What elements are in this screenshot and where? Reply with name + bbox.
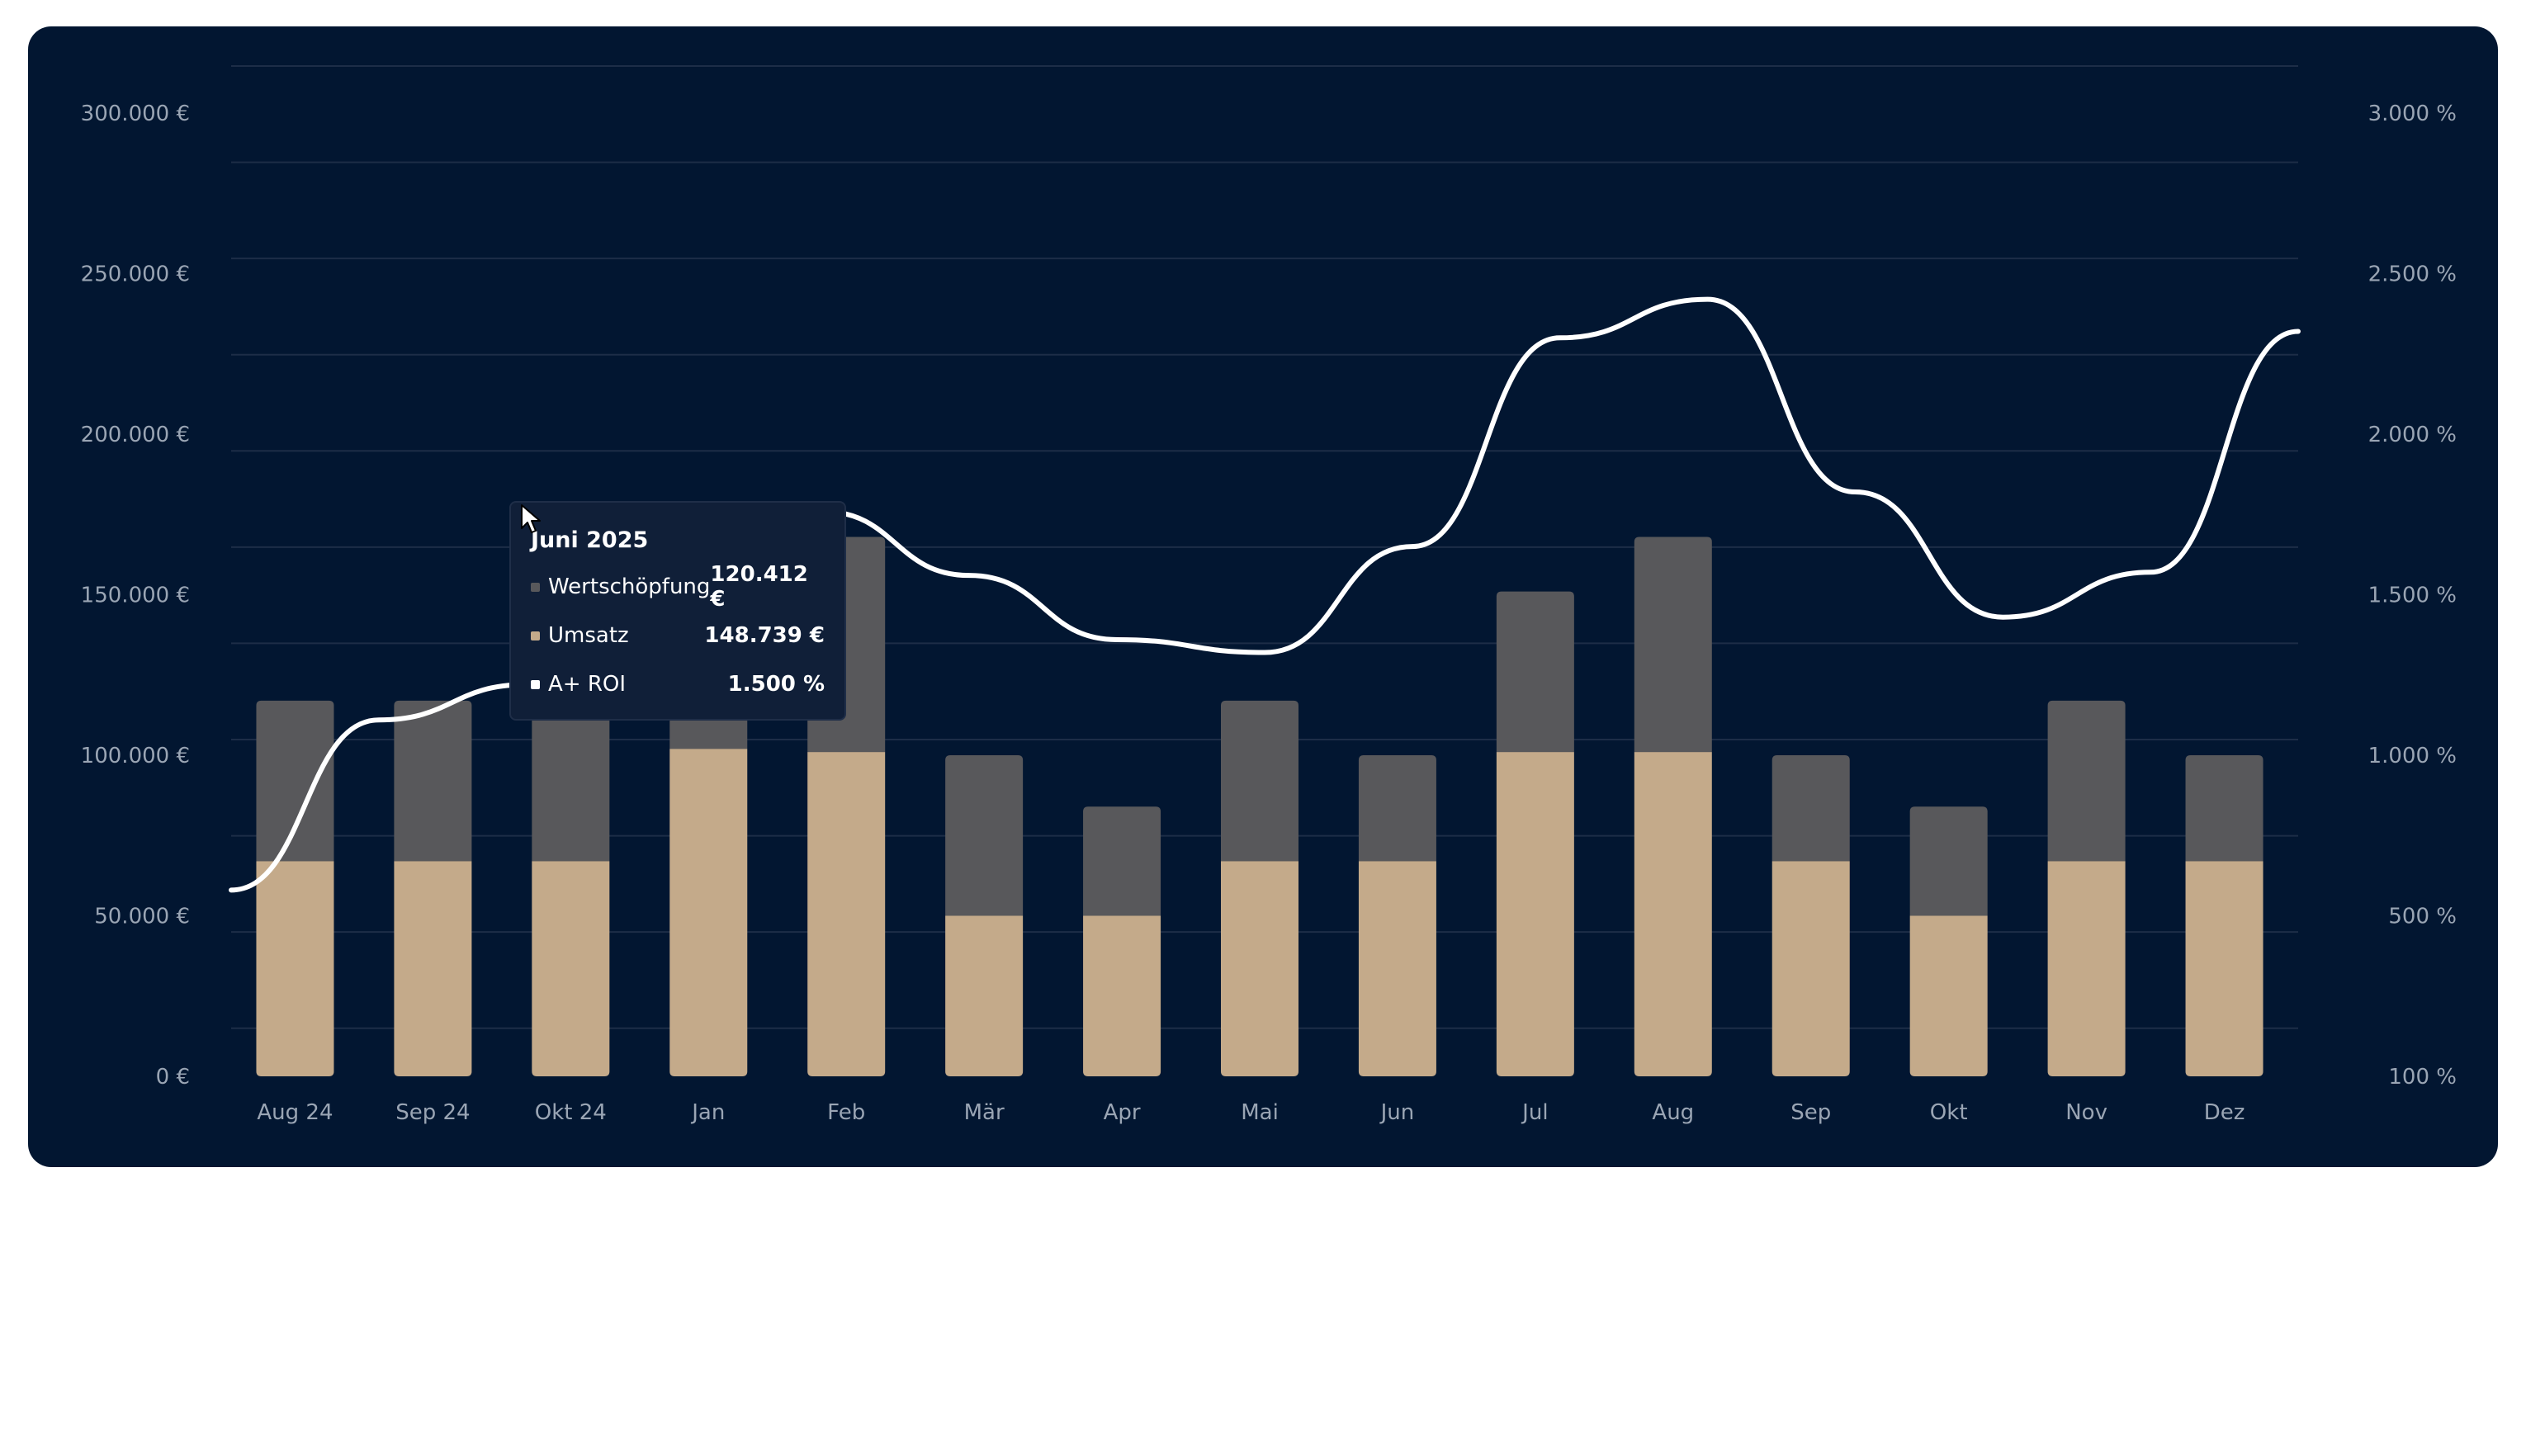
bar-umsatz [1358, 861, 1436, 1076]
y-right-tick-label: 2.500 % [2368, 262, 2457, 287]
tooltip-label: Wertschöpfung [548, 574, 711, 599]
bar-umsatz [1772, 861, 1850, 1076]
bar-umsatz [1083, 915, 1161, 1076]
combo-chart: 0 € 50.000 € 100.000 € 150.000 € 200.000 € 25… [81, 65, 2457, 1125]
y-right-tick-label: 1.500 % [2368, 584, 2457, 608]
y-left-tick-label: 300.000 € [81, 102, 190, 126]
y-left-tick-label: 150.000 € [81, 584, 190, 608]
bar-umsatz [394, 861, 472, 1076]
bar-umsatz [669, 749, 748, 1076]
bar-umsatz [1221, 861, 1298, 1076]
bar-umsatz [807, 752, 886, 1076]
tooltip-label: A+ ROI [548, 672, 627, 697]
bar-wertschoepfung [1221, 700, 1298, 862]
bar-wertschoepfung [945, 755, 1024, 916]
tooltip-swatch-umsatz [531, 631, 540, 641]
x-tick-label: Mär [964, 1100, 1005, 1125]
bar-wertschoepfung [1358, 755, 1436, 862]
tooltip-title: Juni 2025 [531, 527, 649, 553]
y-right-tick-label: 1.000 % [2368, 744, 2457, 768]
y-right-tick-label: 100 % [2388, 1065, 2457, 1090]
chart-card: 0 € 50.000 € 100.000 € 150.000 € 200.000 € 25… [28, 26, 2498, 1167]
x-tick-label: Jan [690, 1100, 725, 1125]
x-tick-label: Feb [827, 1100, 865, 1125]
tooltip-value: 148.739 € [704, 623, 825, 648]
x-tick-label: Aug [1652, 1100, 1694, 1125]
y-left-tick-label: 100.000 € [81, 744, 190, 768]
y-left-tick-label: 250.000 € [81, 262, 190, 287]
tooltip-row-umsatz: Umsatz 148.739 € [531, 621, 825, 650]
bar-wertschoepfung [1772, 755, 1850, 862]
tooltip-value: 1.500 % [727, 672, 825, 697]
x-tick-label: Jun [1379, 1100, 1415, 1125]
bar-umsatz [2185, 861, 2263, 1076]
tooltip-swatch-wertschoepfung [531, 582, 540, 592]
x-tick-label: Jul [1521, 1100, 1548, 1125]
bar-umsatz [2047, 861, 2126, 1076]
x-tick-label: Apr [1104, 1100, 1141, 1125]
bar-wertschoepfung [1083, 806, 1161, 916]
tooltip-row-roi: A+ ROI 1.500 % [531, 669, 825, 699]
y-right-tick-label: 2.000 % [2368, 423, 2457, 447]
bar-wertschoepfung [2185, 755, 2263, 862]
tooltip-value: 120.412 € [710, 562, 808, 612]
x-tick-label: Dez [2204, 1100, 2245, 1125]
bar-wertschoepfung [256, 700, 334, 862]
tooltip-label: Umsatz [548, 623, 629, 648]
y-left-tick-label: 200.000 € [81, 423, 190, 447]
bar-wertschoepfung [394, 700, 472, 862]
tooltip-row-wertschoepfung: Wertschöpfung 120.412 € [531, 562, 825, 612]
x-tick-label: Aug 24 [257, 1100, 333, 1125]
y-left-tick-label: 50.000 € [94, 905, 190, 929]
x-tick-label: Mai [1241, 1100, 1279, 1125]
y-right-tick-label: 3.000 % [2368, 102, 2457, 126]
chart-tooltip: Juni 2025 Wertschöpfung 120.412 € Umsatz… [509, 501, 846, 721]
bar-umsatz [256, 861, 334, 1076]
bar-wertschoepfung [1496, 591, 1574, 753]
bar-wertschoepfung [1909, 806, 1988, 916]
bar-wertschoepfung [532, 700, 610, 862]
bar-umsatz [532, 861, 610, 1076]
bar-umsatz [945, 915, 1024, 1076]
cursor-icon [521, 504, 541, 533]
y-left-tick-label: 0 € [156, 1065, 190, 1090]
x-tick-label: Nov [2065, 1100, 2107, 1125]
bar-wertschoepfung [1634, 537, 1712, 753]
x-tick-label: Sep 24 [395, 1100, 470, 1125]
tooltip-swatch-roi [531, 679, 540, 689]
y-right-tick-label: 500 % [2388, 905, 2457, 929]
x-tick-label: Sep [1790, 1100, 1831, 1125]
bar-wertschoepfung [2047, 700, 2126, 862]
bar-umsatz [1634, 752, 1712, 1076]
bar-umsatz [1496, 752, 1574, 1076]
x-tick-label: Okt 24 [535, 1100, 607, 1125]
x-tick-label: Okt [1930, 1100, 1968, 1125]
bar-umsatz [1909, 915, 1988, 1076]
